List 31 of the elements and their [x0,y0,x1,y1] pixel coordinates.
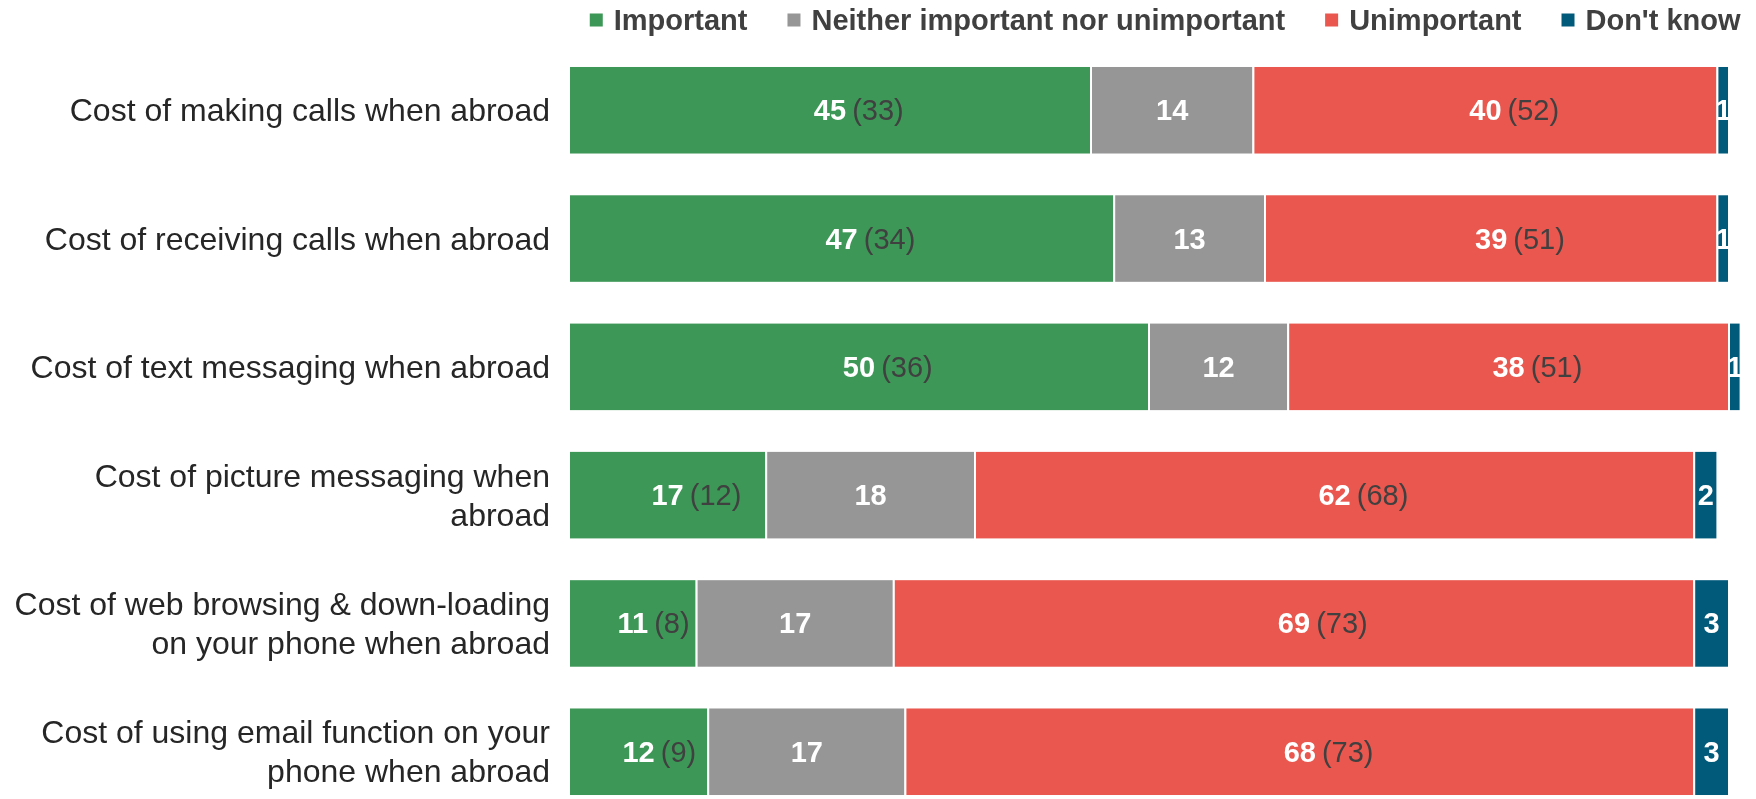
data-label: 40 (52) [1469,94,1560,127]
legend-label: Important [613,4,748,36]
data-label: 3 [1703,607,1720,640]
data-label: 69 (73) [1277,607,1368,640]
data-label: 62 (68) [1318,479,1409,512]
data-label: 38 (51) [1492,350,1583,383]
data-label: 18 [854,479,887,512]
series-label: Unimportant [1349,4,1522,36]
data-label: 11 (8) [617,607,690,640]
data-label: 13 [1173,222,1206,255]
data-label: 2 [1697,479,1714,512]
data-label: 12 [1202,350,1235,383]
legend-label: Neither important nor unimportant [811,4,1286,36]
data-label: 68 (73) [1283,735,1374,768]
y-tick-label: Cost of text messaging when abroad [30,348,550,385]
data-label: 12 (9) [622,735,697,768]
data-label: 14 [1156,94,1189,127]
y-tick-label: Cost of picture messaging when abroad [94,457,550,533]
y-tick-label: Cost of receiving calls when abroad [44,220,550,257]
data-label: 17 (12) [651,479,742,512]
legend-label: Don't know [1585,4,1742,36]
data-label: 3 [1703,735,1720,768]
data-label: 47 (34) [825,222,916,255]
data-label: 17 [779,607,812,640]
data-label: 17 [790,735,823,768]
y-tick-label: Cost of using email function on your phone when abroad [41,714,551,790]
data-label: 39 (51) [1475,222,1565,255]
data-label: 45 (33) [813,94,904,127]
y-tick-label: Cost of making calls when abroad [69,92,550,129]
y-tick-label: Cost of web browsing & down-loading on your phone when abroad [14,585,550,661]
data-label: 50 (36) [842,350,933,383]
